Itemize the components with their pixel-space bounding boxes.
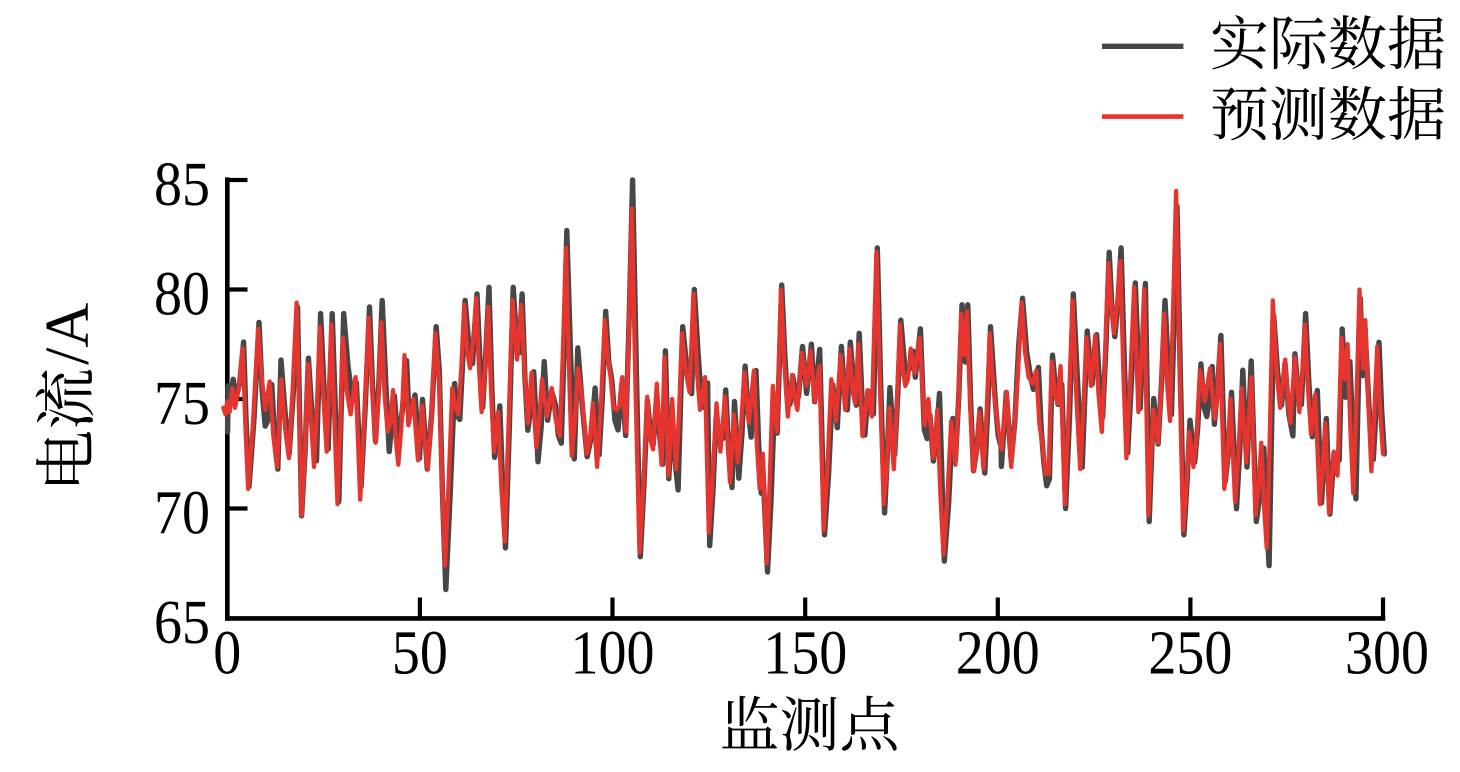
svg-text:85: 85 <box>154 151 210 219</box>
svg-text:50: 50 <box>392 620 448 688</box>
svg-text:100: 100 <box>571 620 655 688</box>
svg-text:80: 80 <box>154 261 210 329</box>
svg-text:150: 150 <box>763 620 847 688</box>
svg-text:70: 70 <box>154 480 210 548</box>
svg-text:200: 200 <box>956 620 1040 688</box>
svg-text:300: 300 <box>1345 620 1429 688</box>
svg-text:65: 65 <box>154 589 210 657</box>
svg-text:/A: /A <box>34 303 102 365</box>
svg-text:250: 250 <box>1148 620 1232 688</box>
svg-text:0: 0 <box>213 620 241 688</box>
svg-text:75: 75 <box>154 370 210 438</box>
